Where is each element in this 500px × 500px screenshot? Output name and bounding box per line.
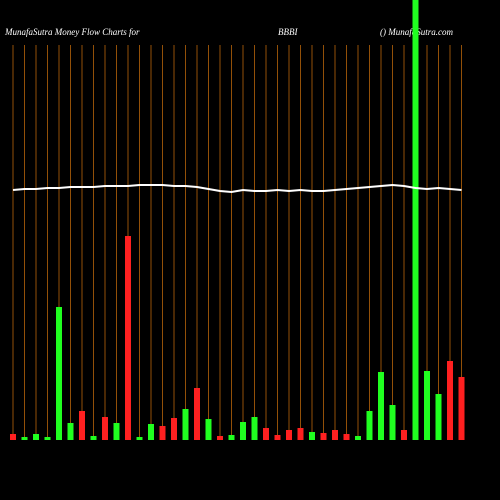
bar <box>286 430 292 440</box>
chart-symbol: BBBI <box>278 27 298 37</box>
bar <box>148 424 154 440</box>
bar <box>10 434 16 440</box>
bar <box>412 0 419 440</box>
bar <box>378 372 384 440</box>
chart-title: MunafaSutra Money Flow Charts for <box>4 27 140 37</box>
bar <box>240 422 246 440</box>
bar <box>159 426 166 440</box>
bar <box>435 394 442 440</box>
bar <box>136 437 143 440</box>
bar <box>182 409 189 440</box>
bar <box>67 423 74 440</box>
bar <box>355 436 361 440</box>
bar <box>366 411 373 440</box>
bar <box>447 361 453 440</box>
bar <box>251 417 258 440</box>
bar <box>194 388 200 440</box>
bar <box>309 432 315 440</box>
bar <box>33 434 39 440</box>
bar <box>343 434 350 440</box>
bar <box>320 433 327 440</box>
bar <box>113 423 120 440</box>
bar <box>90 436 97 440</box>
bar <box>102 417 108 440</box>
money-flow-line <box>12 183 462 194</box>
bar <box>171 418 177 440</box>
bar <box>274 435 281 440</box>
bar <box>125 236 131 440</box>
bar <box>79 411 85 440</box>
bar <box>263 428 269 440</box>
bar <box>297 428 304 440</box>
bar <box>401 430 407 440</box>
bar <box>217 436 223 440</box>
bar <box>205 419 212 440</box>
bar <box>458 377 465 440</box>
bar <box>21 437 28 440</box>
bar <box>424 371 430 440</box>
bar <box>44 437 51 440</box>
bar <box>56 307 62 440</box>
bar <box>389 405 396 440</box>
bar <box>228 435 235 440</box>
bar <box>332 430 338 440</box>
